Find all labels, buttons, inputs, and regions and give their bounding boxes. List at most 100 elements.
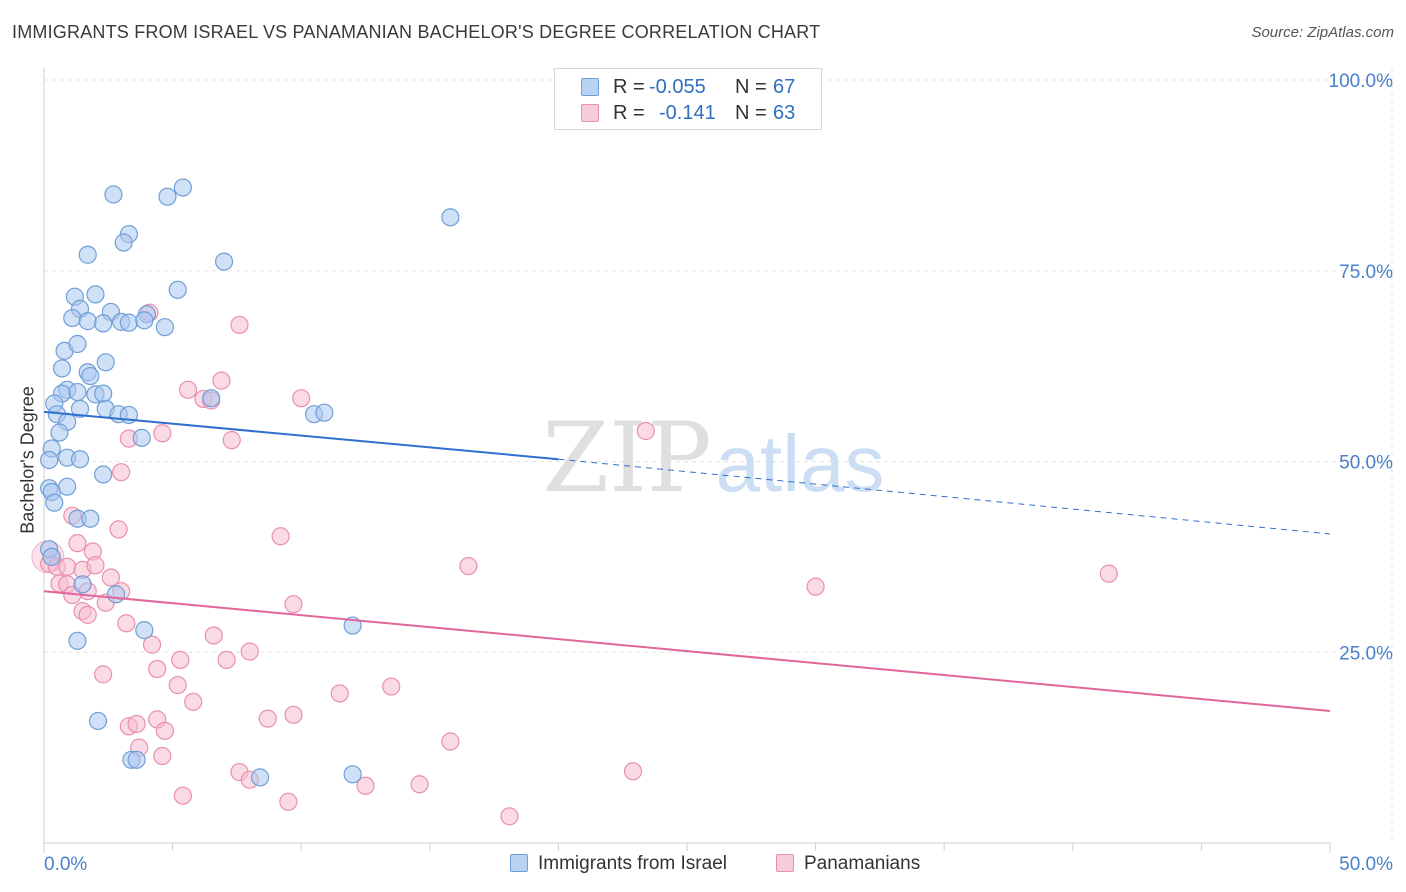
data-point-panamanians	[284, 595, 303, 614]
legend-row-israel: R = -0.055 N = 67	[555, 74, 821, 100]
legend-r-label: R =	[613, 102, 645, 124]
data-point-israel	[94, 465, 113, 484]
data-point-panamanians	[240, 642, 259, 661]
trend-line-israel-extension	[558, 458, 1331, 535]
data-point-israel	[81, 366, 100, 386]
legend-r-value: -0.055	[649, 76, 706, 98]
data-point-israel	[155, 318, 174, 337]
data-point-panamanians	[112, 463, 131, 482]
data-point-panamanians	[178, 380, 198, 399]
legend-swatch-blue	[581, 78, 599, 96]
bottom-legend-swatch-blue	[510, 854, 528, 872]
bottom-legend-panamanians: Panamanians	[776, 852, 920, 876]
x-tick-labels: 0.0% 50.0%	[44, 854, 1393, 875]
data-point-israel	[106, 585, 126, 604]
data-point-israel	[135, 311, 154, 330]
data-point-israel	[78, 312, 97, 331]
data-point-panamanians	[109, 520, 128, 539]
watermark: ZIP atlas	[542, 402, 884, 514]
data-point-israel	[96, 353, 115, 372]
data-point-panamanians	[292, 389, 311, 408]
chart-title: IMMIGRANTS FROM ISRAEL VS PANAMANIAN BAC…	[12, 22, 821, 42]
data-point-panamanians	[153, 424, 172, 443]
series-panamanians	[31, 303, 1118, 826]
legend-r-value: -0.141	[659, 102, 716, 124]
trend-line-panamanians	[43, 590, 1331, 712]
y-tick-label: 50.0%	[1339, 453, 1393, 474]
data-point-panamanians	[142, 635, 162, 654]
data-point-israel	[68, 334, 87, 354]
data-point-israel	[158, 187, 177, 206]
data-point-israel	[40, 450, 59, 470]
y-tick-label: 75.0%	[1339, 262, 1393, 283]
data-point-israel	[343, 765, 362, 784]
data-point-panamanians	[68, 534, 87, 553]
data-point-israel	[94, 314, 113, 333]
data-point-panamanians	[117, 614, 136, 633]
data-point-israel	[114, 233, 133, 252]
data-point-panamanians	[279, 792, 298, 811]
data-point-israel	[94, 384, 113, 403]
data-point-israel	[119, 313, 138, 332]
legend-n-value: 63	[773, 102, 796, 124]
data-point-israel	[202, 389, 221, 408]
bottom-legend-swatch-pink	[776, 854, 794, 872]
data-point-israel	[42, 547, 61, 566]
data-point-panamanians	[78, 605, 97, 624]
data-point-panamanians	[171, 650, 190, 669]
data-point-panamanians	[410, 775, 429, 794]
data-point-israel	[173, 178, 192, 197]
data-point-israel	[63, 308, 82, 328]
data-point-panamanians	[271, 527, 290, 546]
data-point-israel	[127, 750, 146, 769]
data-point-israel	[315, 403, 334, 422]
legend-n-label: N =	[735, 102, 767, 124]
data-point-israel	[250, 768, 270, 787]
data-point-israel	[168, 280, 187, 299]
y-axis-label: Bachelor's Degree	[17, 386, 38, 534]
legend-row-panamanians: R = -0.141 N = 63	[555, 100, 821, 126]
data-point-panamanians	[148, 659, 167, 679]
data-point-israel	[104, 185, 123, 204]
data-point-panamanians	[441, 732, 460, 751]
data-point-israel	[214, 252, 234, 271]
data-point-israel	[81, 509, 100, 528]
data-point-israel	[68, 382, 87, 402]
data-point-panamanians	[623, 762, 643, 781]
data-point-israel	[45, 493, 64, 512]
data-point-israel	[78, 245, 97, 264]
y-tick-label: 25.0%	[1339, 643, 1393, 664]
chart-source: Source: ZipAtlas.com	[1251, 24, 1394, 41]
x-tick-label: 50.0%	[1339, 854, 1393, 875]
data-point-israel	[88, 711, 108, 731]
bottom-legend-label: Immigrants from Israel	[538, 853, 727, 874]
data-point-panamanians	[212, 371, 231, 390]
y-tick-label: 100.0%	[1329, 71, 1394, 92]
legend-r-label: R =	[613, 76, 645, 98]
data-point-israel	[132, 428, 151, 447]
data-point-israel	[50, 423, 69, 442]
trend-line-israel	[43, 410, 559, 461]
trend-lines	[43, 410, 1331, 712]
bottom-legend-israel: Immigrants from Israel	[510, 852, 727, 876]
legend-n-value: 67	[773, 76, 796, 98]
data-point-israel	[441, 208, 460, 227]
data-point-panamanians	[382, 677, 401, 696]
data-point-israel	[52, 359, 72, 378]
data-point-panamanians	[356, 776, 375, 795]
data-point-panamanians	[58, 557, 77, 576]
data-point-panamanians	[500, 807, 519, 826]
data-point-panamanians	[230, 315, 249, 335]
data-point-panamanians	[127, 714, 146, 734]
data-point-panamanians	[258, 709, 277, 728]
data-point-panamanians	[636, 421, 655, 441]
data-point-panamanians	[1099, 564, 1118, 583]
correlation-legend: R = -0.055 N = 67 R = -0.141 N = 63	[554, 68, 822, 130]
watermark-atlas: atlas	[716, 419, 885, 508]
series-immigrants-from-israel	[40, 178, 460, 787]
watermark-zip: ZIP	[542, 402, 711, 514]
data-point-panamanians	[330, 684, 349, 703]
data-point-panamanians	[459, 556, 478, 576]
data-point-panamanians	[222, 431, 241, 450]
